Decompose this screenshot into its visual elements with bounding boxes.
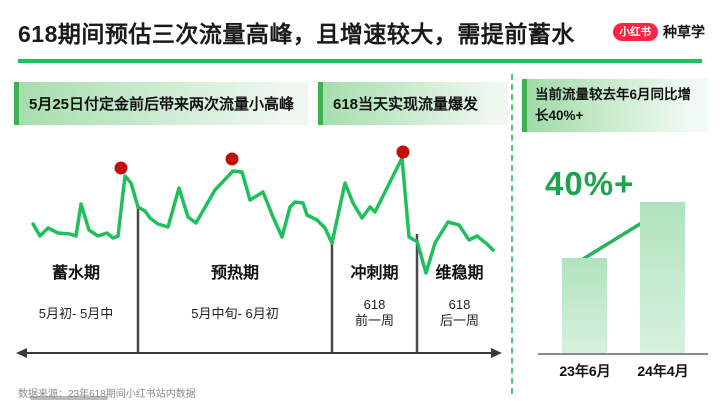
growth-bar xyxy=(640,202,685,354)
peak-dots xyxy=(114,145,410,175)
phase-dividers xyxy=(136,207,419,353)
bar-axis xyxy=(538,353,708,355)
brand-name: 种草学 xyxy=(663,24,705,40)
phase-label-stable: 维稳期 xyxy=(435,265,484,282)
bar-label-2023: 23年6月 xyxy=(559,363,611,379)
callout-pre-sale-peaks: 5月25日付定金前后带来两次流量小高峰 xyxy=(14,82,308,125)
timeline-axis xyxy=(16,348,502,358)
peak-dot xyxy=(396,145,410,159)
callout-618-burst: 618当天实现流量爆发 xyxy=(318,82,508,125)
callout-text: 618当天实现流量爆发 xyxy=(333,96,479,113)
traffic-line xyxy=(31,156,495,275)
data-source-note: 数据来源：23年618期间小红书站内数据 xyxy=(18,389,196,400)
video-scrubber[interactable] xyxy=(30,396,108,400)
phase-range-storage: 5月初- 5月中 xyxy=(38,306,114,321)
phase-label-warmup: 预热期 xyxy=(210,265,259,282)
phase-label-storage: 蓄水期 xyxy=(51,265,100,282)
callout-text: 5月25日付定金前后带来两次流量小高峰 xyxy=(29,96,295,113)
page-title: 618期间预估三次流量高峰，且增速较大，需提前蓄水 xyxy=(18,21,575,47)
phase-range-stable: 618 后一周 xyxy=(439,297,479,328)
axis-arrow-right xyxy=(491,348,502,358)
phase-range-warmup: 5月中旬- 6月初 xyxy=(191,306,279,321)
title-divider-rule xyxy=(18,59,702,63)
phase-range-sprint: 618 前一周 xyxy=(354,297,394,328)
traffic-line-chart xyxy=(16,145,502,358)
phase-label-sprint: 冲刺期 xyxy=(350,265,399,282)
growth-bar xyxy=(562,258,607,354)
axis-arrow-left xyxy=(16,348,27,358)
growth-percentage: 40%+ xyxy=(545,165,635,202)
growth-header-text: 当前流量较去年6月同比增长40%+ xyxy=(535,87,692,123)
section-divider-dashed xyxy=(511,74,513,394)
peak-dot xyxy=(225,152,239,166)
bar-label-2024: 24年4月 xyxy=(637,363,689,379)
xiaohongshu-logo: 小红书 xyxy=(612,22,658,42)
growth-header-box: 当前流量较去年6月同比增长40%+ xyxy=(522,79,708,132)
brand-logo-group: 小红书 种草学 xyxy=(612,22,705,42)
peak-dot xyxy=(114,161,128,175)
